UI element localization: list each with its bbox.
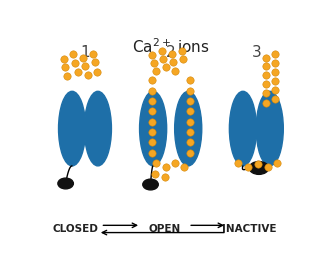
Point <box>82 64 88 68</box>
Point <box>172 161 178 165</box>
Point <box>150 89 155 93</box>
Ellipse shape <box>249 161 269 174</box>
Ellipse shape <box>229 91 256 166</box>
Ellipse shape <box>84 91 112 166</box>
Point <box>187 120 192 124</box>
Point <box>150 78 155 83</box>
Point <box>150 151 155 155</box>
Point <box>80 55 86 60</box>
Point <box>153 161 159 165</box>
Point <box>187 99 192 103</box>
Point <box>179 48 184 53</box>
Point <box>272 79 278 83</box>
Text: 3: 3 <box>251 45 261 61</box>
Point <box>272 52 278 56</box>
Point <box>182 165 187 169</box>
Point <box>187 140 192 145</box>
Text: OPEN: OPEN <box>149 224 181 234</box>
Point <box>150 109 155 114</box>
Point <box>161 57 166 61</box>
Text: CLOSED: CLOSED <box>52 224 98 234</box>
Point <box>73 61 78 66</box>
Point <box>61 57 66 61</box>
Point <box>274 161 280 165</box>
Ellipse shape <box>143 179 158 190</box>
Point <box>187 109 192 114</box>
Point <box>159 48 165 53</box>
Point <box>265 165 270 169</box>
Point <box>187 151 192 155</box>
Ellipse shape <box>256 91 283 166</box>
Point <box>169 52 174 56</box>
Point <box>162 175 167 179</box>
Ellipse shape <box>175 91 202 166</box>
Text: 1: 1 <box>80 45 90 61</box>
Point <box>95 70 100 74</box>
Text: 2: 2 <box>166 45 175 61</box>
Text: Ca$^{2+}$ ions: Ca$^{2+}$ ions <box>132 37 209 56</box>
Point <box>153 171 158 176</box>
Ellipse shape <box>59 91 86 166</box>
Point <box>63 65 68 70</box>
Point <box>236 161 241 165</box>
Ellipse shape <box>58 178 73 189</box>
Point <box>187 89 192 93</box>
Point <box>170 60 176 65</box>
Point <box>153 69 159 73</box>
Point <box>172 68 178 73</box>
Point <box>263 82 268 87</box>
Point <box>151 61 157 65</box>
Point <box>263 91 268 95</box>
Point <box>163 165 168 169</box>
Point <box>272 97 278 101</box>
Point <box>91 52 96 56</box>
Point <box>150 140 155 145</box>
Point <box>150 130 155 134</box>
Point <box>150 99 155 103</box>
Point <box>92 60 97 65</box>
Point <box>163 65 168 70</box>
Point <box>187 130 192 134</box>
Point <box>272 69 278 74</box>
Point <box>65 74 70 78</box>
Text: INACTIVE: INACTIVE <box>222 224 277 234</box>
Point <box>187 78 192 83</box>
Point <box>75 70 81 74</box>
Point <box>245 165 251 169</box>
Point <box>272 88 278 92</box>
Point <box>272 61 278 65</box>
Point <box>180 57 186 61</box>
Point <box>255 162 260 166</box>
Point <box>263 64 268 69</box>
Point <box>263 56 268 60</box>
Point <box>150 120 155 124</box>
Point <box>263 73 268 77</box>
Point <box>85 73 90 77</box>
Point <box>70 52 75 56</box>
Ellipse shape <box>140 91 166 166</box>
Point <box>263 101 268 105</box>
Point <box>150 52 155 57</box>
